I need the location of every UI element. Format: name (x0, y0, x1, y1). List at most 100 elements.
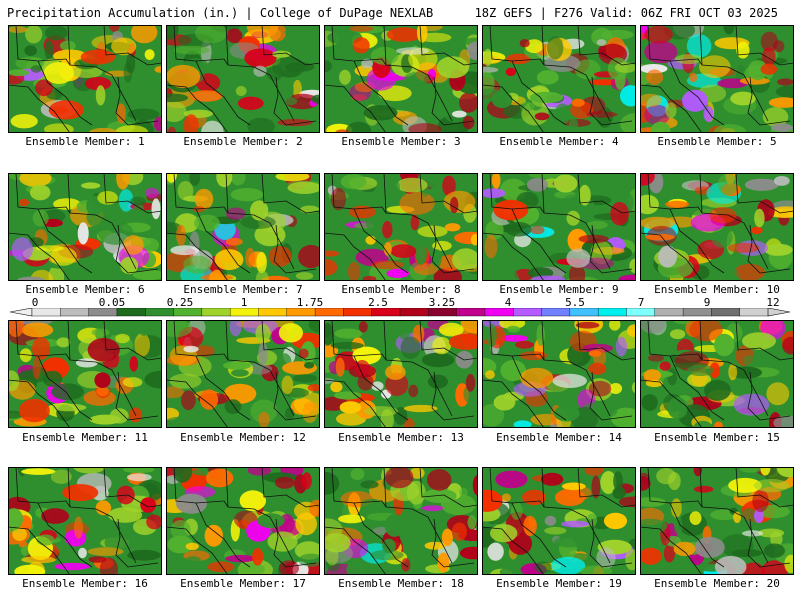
precip-map (640, 467, 794, 575)
precip-map (640, 320, 794, 428)
colorbar-swatch (541, 308, 571, 317)
colorbar-left-arrow (10, 308, 33, 317)
ensemble-member-label: Ensemble Member: 4 (499, 135, 619, 148)
ensemble-map-panel (166, 320, 320, 433)
colorbar-swatch (60, 308, 90, 317)
precip-map (482, 320, 636, 428)
colorbar-tick-label: 0.25 (166, 296, 194, 309)
ensemble-map-panel (8, 25, 162, 138)
ensemble-member-label: Ensemble Member: 11 (22, 431, 148, 444)
ensemble-member-label: Ensemble Member: 12 (180, 431, 306, 444)
ensemble-map-panel (166, 467, 320, 580)
precip-map (640, 173, 794, 281)
ensemble-member-label: Ensemble Member: 14 (496, 431, 622, 444)
colorbar-swatch (711, 308, 741, 317)
ensemble-member-label: Ensemble Member: 16 (22, 577, 148, 590)
ensemble-map-panel (324, 173, 478, 286)
colorbar-swatch (513, 308, 543, 317)
ensemble-map-panel (640, 25, 794, 138)
run-info: 18Z GEFS | F276 Valid: 06Z FRI OCT 03 20… (474, 6, 778, 20)
ensemble-map-panel (166, 25, 320, 138)
colorbar-swatch (31, 308, 62, 317)
ensemble-member-label: Ensemble Member: 10 (654, 283, 780, 296)
colorbar-swatch (258, 308, 288, 317)
page-title: Precipitation Accumulation (in.) | Colle… (7, 6, 434, 20)
ensemble-map-panel (640, 467, 794, 580)
precip-map (324, 25, 478, 133)
ensemble-member-label: Ensemble Member: 5 (657, 135, 777, 148)
precip-map (640, 25, 794, 133)
precip-map (8, 25, 162, 133)
colorbar-swatch (399, 308, 430, 317)
precip-map (324, 467, 478, 575)
ensemble-map-panel (482, 25, 636, 138)
ensemble-member-label: Ensemble Member: 6 (25, 283, 145, 296)
ensemble-member-label: Ensemble Member: 1 (25, 135, 145, 148)
ensemble-member-label: Ensemble Member: 17 (180, 577, 306, 590)
colorbar-tick-label: 0.05 (98, 296, 126, 309)
ensemble-map-panel (640, 173, 794, 286)
colorbar-tick-label: 1 (240, 296, 248, 309)
ensemble-map-panel (324, 320, 478, 433)
colorbar-tick-label: 2.5 (368, 296, 388, 309)
ensemble-member-label: Ensemble Member: 19 (496, 577, 622, 590)
colorbar-tick-label: 3.25 (428, 296, 456, 309)
ensemble-map-panel (640, 320, 794, 433)
ensemble-map-panel (166, 173, 320, 286)
colorbar-swatch (286, 308, 316, 317)
ensemble-member-label: Ensemble Member: 7 (183, 283, 303, 296)
colorbar-swatch (428, 308, 458, 317)
colorbar-swatch (456, 308, 486, 317)
colorbar-swatch (682, 308, 713, 317)
colorbar-swatch (484, 308, 514, 317)
colorbar-swatch (173, 308, 203, 317)
ensemble-member-label: Ensemble Member: 18 (338, 577, 464, 590)
colorbar-swatch (145, 308, 175, 317)
ensemble-member-label: Ensemble Member: 13 (338, 431, 464, 444)
colorbar-swatch (569, 308, 599, 317)
ensemble-member-label: Ensemble Member: 3 (341, 135, 461, 148)
colorbar-swatch (739, 308, 769, 317)
precip-map (8, 173, 162, 281)
ensemble-member-label: Ensemble Member: 15 (654, 431, 780, 444)
ensemble-member-label: Ensemble Member: 20 (654, 577, 780, 590)
precip-map (324, 173, 478, 281)
colorbar-swatch (626, 308, 656, 317)
precip-map (166, 25, 320, 133)
colorbar-tick-label: 0 (31, 296, 39, 309)
ensemble-map-panel (482, 320, 636, 433)
ensemble-member-label: Ensemble Member: 8 (341, 283, 461, 296)
colorbar-swatch (88, 308, 118, 317)
precip-colorbar: 0 0.05 0.25 1 1.75 2.5 3.25 4 5.5 7 9 12 (10, 296, 790, 322)
colorbar-tick-label: 5.5 (565, 296, 585, 309)
precip-map (166, 320, 320, 428)
precip-map (8, 467, 162, 575)
ensemble-map-panel (8, 173, 162, 286)
precip-map (166, 467, 320, 575)
precip-map (482, 467, 636, 575)
precip-map (482, 25, 636, 133)
precip-map (166, 173, 320, 281)
precip-map (8, 320, 162, 428)
ensemble-map-panel (482, 173, 636, 286)
ensemble-map-panel (8, 467, 162, 580)
ensemble-map-panel (8, 320, 162, 433)
ensemble-map-panel (324, 25, 478, 138)
colorbar-swatch (116, 308, 146, 317)
colorbar-swatch (314, 308, 345, 317)
colorbar-scale (10, 308, 790, 317)
colorbar-swatch (597, 308, 628, 317)
colorbar-right-arrow (767, 308, 790, 317)
colorbar-tick-label: 4 (504, 296, 512, 309)
precip-map (482, 173, 636, 281)
colorbar-swatch (201, 308, 231, 317)
ensemble-member-label: Ensemble Member: 2 (183, 135, 303, 148)
colorbar-tick-label: 1.75 (296, 296, 324, 309)
colorbar-swatch (371, 308, 401, 317)
ensemble-map-panel (482, 467, 636, 580)
ensemble-map-panel (324, 467, 478, 580)
colorbar-swatch (229, 308, 260, 317)
colorbar-swatch (654, 308, 684, 317)
colorbar-tick-label: 9 (703, 296, 711, 309)
colorbar-swatch (343, 308, 373, 317)
